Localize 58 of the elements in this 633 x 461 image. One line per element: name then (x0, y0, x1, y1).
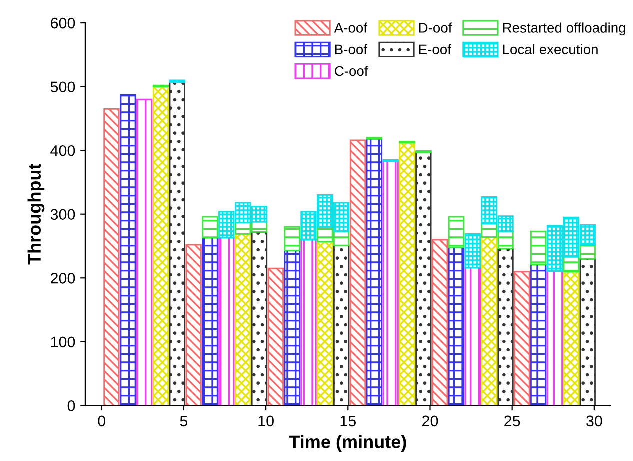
legend-label: B-oof (335, 44, 368, 55)
y-tick-label: 400 (50, 145, 76, 156)
bar (169, 82, 186, 406)
bar (350, 140, 366, 406)
bar (464, 267, 482, 406)
bar (218, 237, 235, 406)
bar (152, 86, 170, 406)
bar (514, 271, 530, 406)
bar (317, 241, 334, 406)
bar (416, 152, 432, 406)
bar (448, 216, 465, 248)
legend-label: A-oof (334, 22, 368, 33)
bar (432, 239, 448, 406)
bar (563, 271, 580, 406)
bar (284, 250, 300, 406)
y-tick-label: 100 (51, 336, 76, 348)
bar (530, 264, 547, 406)
bar (448, 246, 465, 406)
bar (481, 236, 498, 406)
bar (580, 258, 596, 406)
bar (268, 268, 284, 406)
bar (284, 226, 300, 252)
x-axis-title: Time (minute) (289, 435, 406, 452)
bar (202, 216, 218, 239)
bar (251, 232, 268, 406)
bar (300, 239, 317, 406)
x-tick-label: 25 (504, 416, 520, 427)
bar (334, 244, 350, 406)
y-axis-title: Throughput (28, 164, 45, 265)
bar (366, 138, 383, 406)
y-tick-label: 300 (50, 209, 76, 220)
x-tick-label: 20 (422, 416, 438, 427)
x-tick-label: 10 (258, 416, 274, 427)
y-tick-label: 600 (51, 18, 76, 29)
bar (136, 98, 153, 406)
x-tick-label: 0 (98, 416, 106, 427)
y-tick-label: 0 (68, 400, 76, 412)
bar (498, 248, 514, 406)
legend-label: E-oof (419, 44, 452, 55)
x-tick-label: 5 (180, 416, 188, 427)
bar (464, 233, 482, 269)
y-tick-label: 200 (51, 273, 76, 284)
y-tick-label: 500 (50, 82, 76, 93)
x-tick-label: 15 (340, 416, 356, 427)
bar (120, 94, 136, 406)
legend-label: Restarted offloading (503, 22, 626, 36)
bar (546, 270, 564, 406)
bar (186, 244, 202, 406)
legend-label: D-oof (419, 22, 452, 33)
bar (104, 108, 120, 406)
bar (382, 160, 399, 406)
legend-label: C-oof (335, 66, 368, 76)
bar (399, 142, 416, 406)
bar (234, 233, 252, 406)
legend-label: Local execution (503, 44, 598, 55)
bar (530, 230, 547, 266)
bar (202, 237, 218, 406)
x-tick-label: 30 (586, 416, 602, 427)
